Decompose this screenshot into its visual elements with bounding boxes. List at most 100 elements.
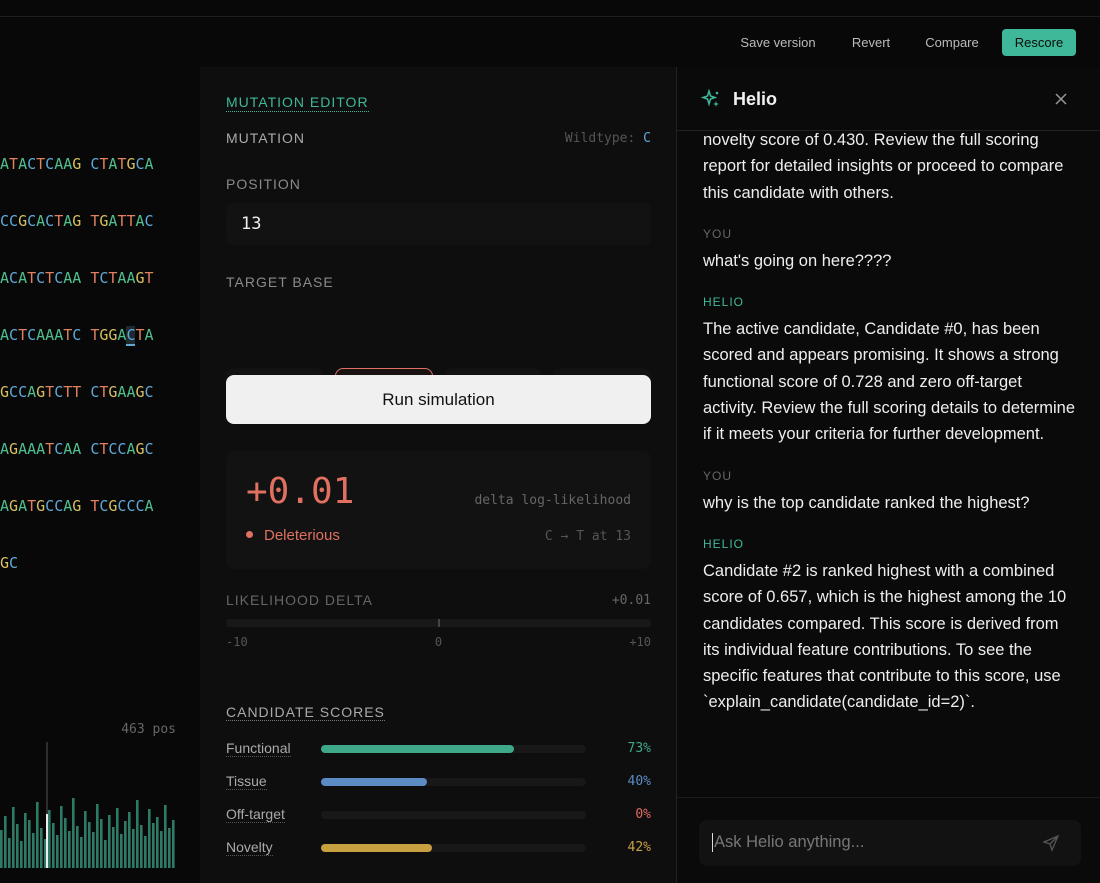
coverage-bar [16,824,19,868]
base: A [144,326,154,344]
toolbar-button[interactable]: Revert [851,35,891,50]
coverage-bar [92,832,95,868]
coverage-bar [56,835,59,868]
message-role: YOU [703,226,733,241]
coverage-bar [28,820,31,868]
send-button[interactable] [1042,834,1060,852]
base: A [108,155,118,173]
chat-panel: Helio novelty score of 0.430. Review the… [676,67,1100,883]
mutation-label: MUTATION [226,130,306,146]
message: HELIO The active candidate, Candidate #0,… [703,294,1079,447]
close-button[interactable] [1054,92,1068,106]
base [81,497,90,515]
base: C [126,326,136,346]
base: A [0,440,10,458]
base: T [99,383,109,401]
base: A [63,440,73,458]
base: C [108,440,118,458]
coverage-bar [60,806,63,868]
base: C [54,440,64,458]
delta-value: +0.01 [246,471,355,512]
delta-label: delta log-likelihood [474,493,631,508]
base: C [9,554,19,572]
toolbar-button[interactable]: Rescore [1002,29,1076,56]
base: C [90,383,100,401]
base: A [126,440,136,458]
base: A [54,326,64,344]
base [81,269,90,287]
coverage-bar [24,813,27,868]
base: G [108,326,118,344]
coverage-bar [164,805,167,868]
input-divider [677,797,1100,798]
base: G [99,326,109,344]
base: A [63,497,73,515]
base: T [117,155,127,173]
base: T [90,212,100,230]
base: A [36,440,46,458]
score-value: 42% [627,840,651,855]
base: C [72,326,82,344]
sequence-row: AGAAATCAA CTCCAGC [0,439,154,459]
base: G [108,383,118,401]
base: C [99,497,109,515]
message: novelty score of 0.430. Review the full … [703,131,1079,206]
editor-title: MUTATION EDITOR [226,94,369,112]
base: A [144,497,154,515]
base: A [45,326,55,344]
base: A [18,269,28,287]
score-bar [321,745,515,753]
coverage-bar [64,818,67,868]
base: A [72,269,82,287]
toolbar-button[interactable]: Save version [740,35,816,50]
coverage-bar [48,810,51,868]
base: A [63,269,73,287]
toolbar-button[interactable]: Compare [925,35,979,50]
base: C [54,497,64,515]
sequence-row: GCCAGTCTT CTGAAGC [0,382,154,402]
sequence-row: CCGCACTAG TGATTAC [0,211,154,231]
score-track [321,778,586,786]
base: T [144,269,154,287]
base: A [144,155,154,173]
base: C [90,155,100,173]
position-input[interactable]: 13 [226,203,651,245]
run-button[interactable]: Run simulation [226,375,651,424]
base: C [144,440,154,458]
base [81,212,90,230]
sequence-panel: 463 pos ATACTCAAG CTATGCA CCGCACTAG TGATT… [0,67,200,883]
base: A [63,212,73,230]
coverage-bar [128,812,131,868]
coverage-bar [124,821,127,868]
coverage-bar [32,833,35,868]
base: G [99,212,109,230]
sparkle-icon [701,89,719,107]
length-label: 463 pos [121,722,176,737]
base: A [18,497,28,515]
coverage-bar [96,804,99,868]
base: C [0,212,10,230]
chat-input[interactable]: Ask Helio anything... [699,820,1081,866]
base: T [99,155,109,173]
coverage-bar [156,817,159,868]
base: A [27,440,37,458]
top-border [0,16,1100,17]
coverage-bar [88,822,91,868]
score-track [321,811,586,819]
base: A [72,440,82,458]
base: C [135,155,145,173]
message-role: YOU [703,468,733,483]
sequence-row: ACTCAAATC TGGACTA [0,325,154,346]
base: A [63,155,73,173]
base: G [72,497,82,515]
message-text: why is the top candidate ranked the high… [703,493,1030,512]
score-value: 40% [627,774,651,789]
base: T [117,212,127,230]
base: C [144,212,154,230]
base: G [9,497,19,515]
base: C [9,383,19,401]
coverage-bar [120,834,123,868]
coverage-bar [168,828,171,868]
base: C [27,326,37,344]
base: A [117,383,127,401]
